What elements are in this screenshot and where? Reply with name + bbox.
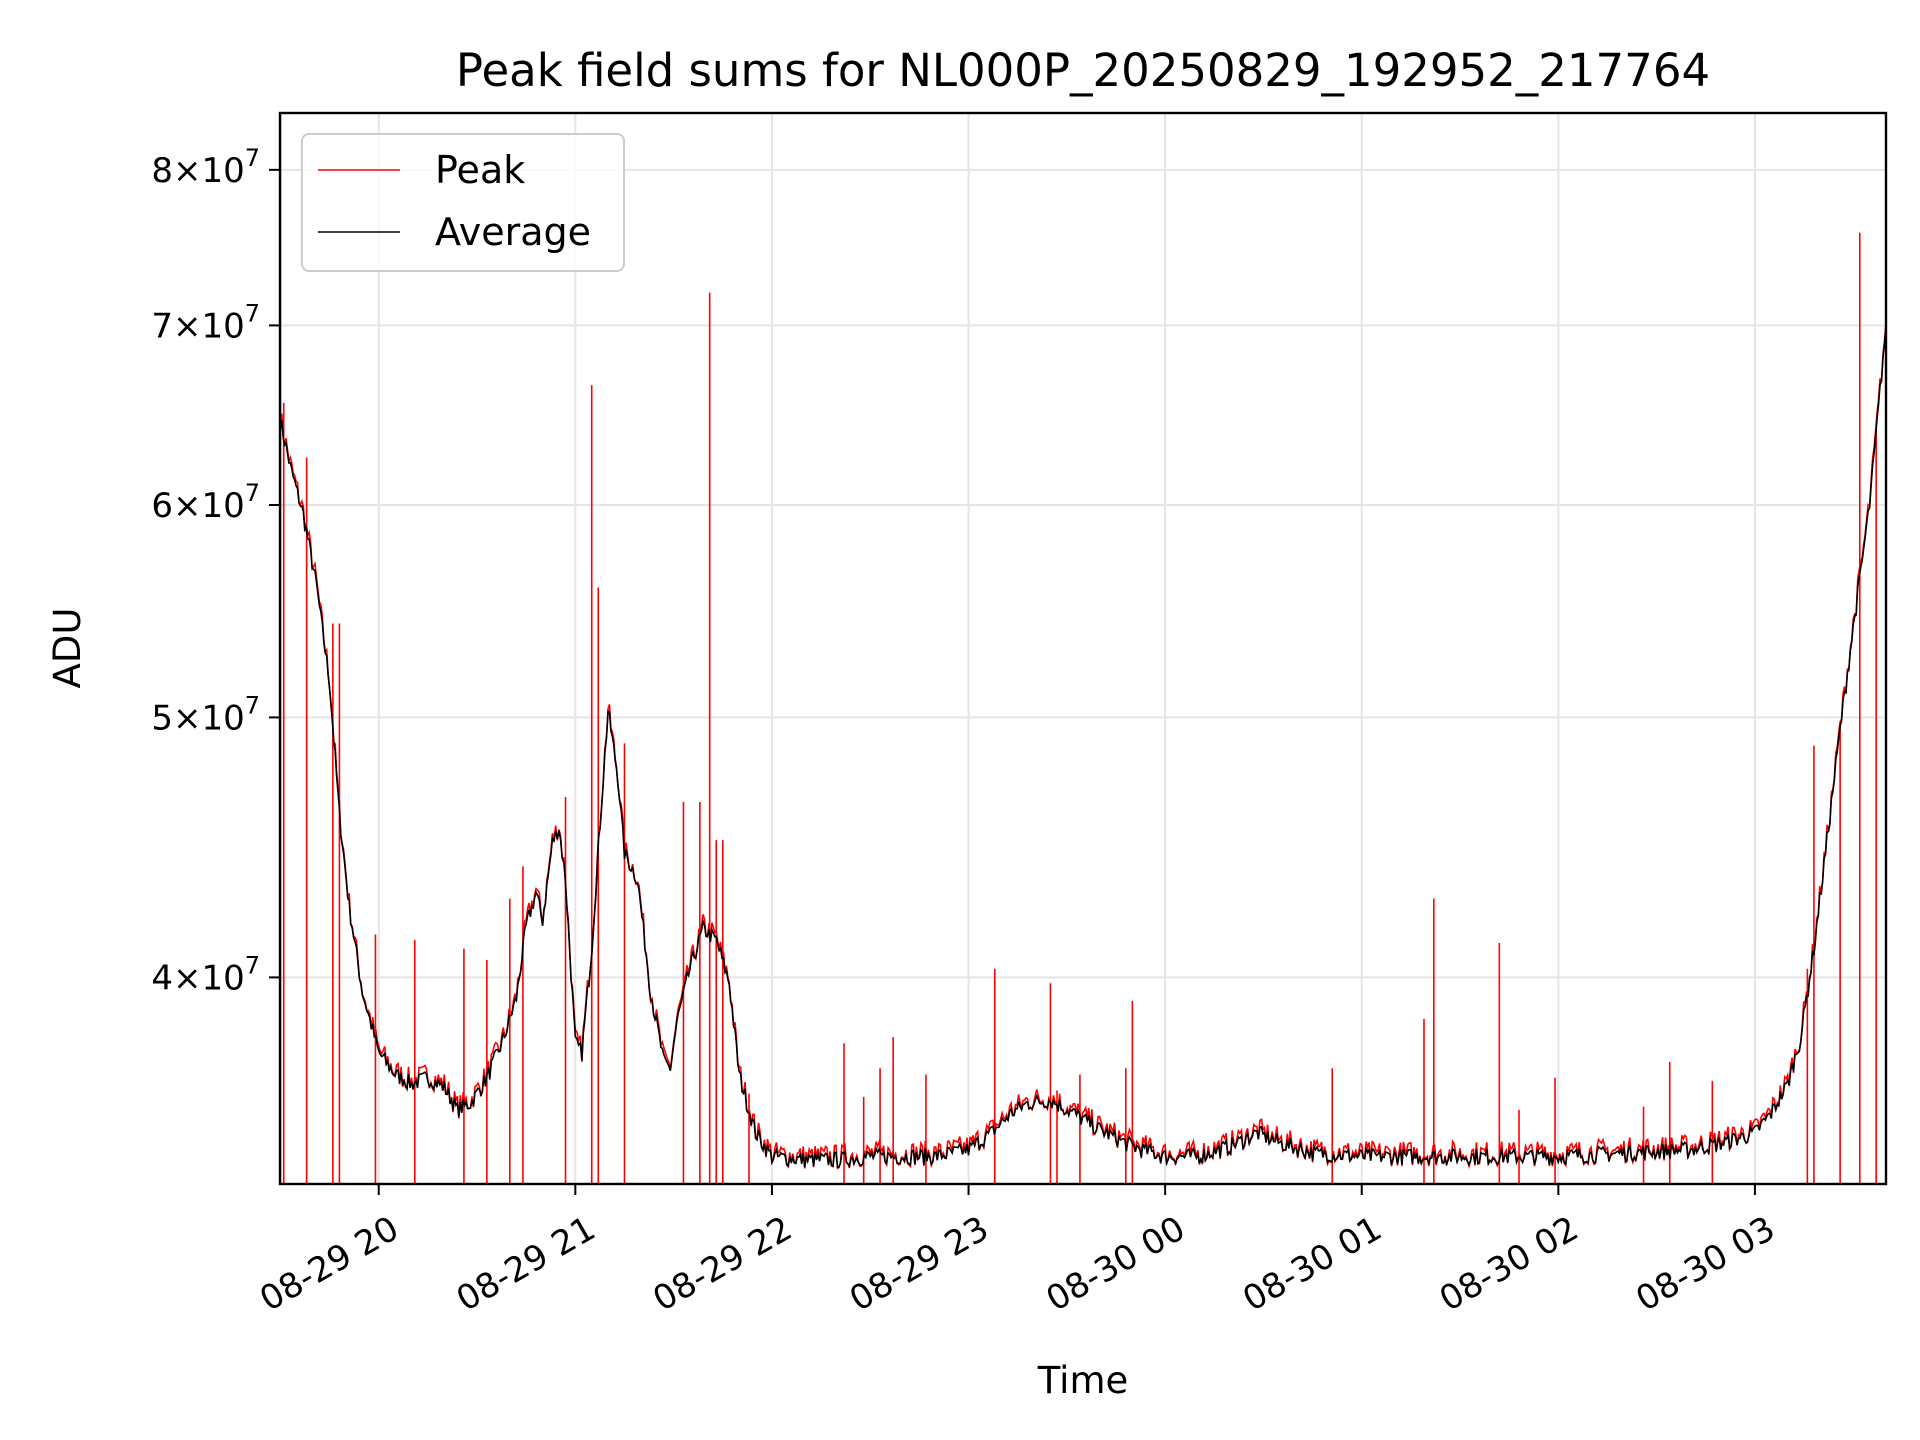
plot-frame: [278, 111, 1888, 1186]
y-tick-label: 8×107: [151, 144, 260, 191]
x-tick-label: 08-30 01: [1236, 1209, 1388, 1320]
legend-box: [301, 133, 625, 272]
y-axis: 4×107 5×107 6×107 7×107 8×107: [151, 144, 280, 998]
plot-series: [280, 113, 1886, 1184]
x-tick-label: 08-30 00: [1040, 1209, 1192, 1320]
y-axis-label: ADU: [46, 608, 89, 689]
chart-title: Peak field sums for NL000P_20250829_1929…: [456, 44, 1710, 97]
y-tick-label: 5×107: [151, 691, 260, 738]
y-tick-label: 7×107: [151, 299, 260, 346]
x-tick-label: 08-29 20: [253, 1209, 405, 1320]
x-axis-label: Time: [1037, 1359, 1129, 1402]
x-tick-label: 08-29 22: [646, 1209, 798, 1320]
y-tick-label: 6×107: [151, 479, 260, 526]
grid: [280, 113, 1886, 1184]
average-series-line: [280, 325, 1886, 1169]
legend-peak-label: Peak: [435, 148, 525, 192]
legend-average-label: Average: [435, 210, 591, 254]
peak-series-line: [280, 322, 1886, 1170]
y-tick-label: 4×107: [151, 951, 260, 998]
x-tick-label: 08-29 21: [450, 1209, 602, 1320]
x-axis: 08-29 20 08-29 21 08-29 22 08-29 23 08-30 00…: [253, 1184, 1782, 1320]
x-tick-label: 08-29 23: [843, 1209, 995, 1320]
x-tick-label: 08-30 03: [1629, 1209, 1781, 1320]
legend: Peak Average: [301, 133, 625, 272]
x-tick-label: 08-30 02: [1433, 1209, 1585, 1320]
